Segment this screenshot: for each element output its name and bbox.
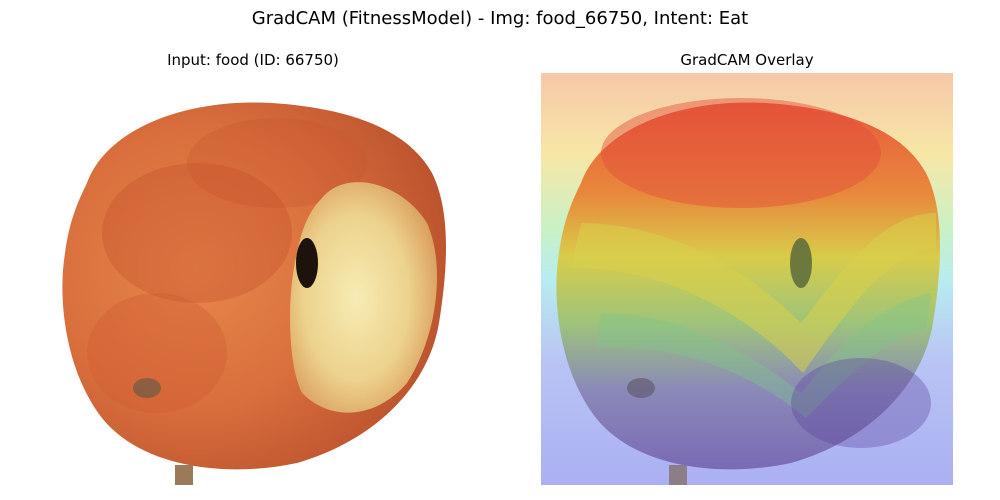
stem bbox=[175, 465, 193, 485]
input-image bbox=[47, 73, 459, 485]
overlay-photo bbox=[541, 73, 953, 485]
peach-flesh bbox=[290, 182, 438, 413]
gradcam-overlay-image bbox=[541, 73, 953, 485]
pit-hole bbox=[296, 238, 318, 288]
overlay-image-title: GradCAM Overlay bbox=[680, 51, 814, 69]
high-activation-region bbox=[601, 98, 881, 208]
peach-photo bbox=[47, 73, 459, 485]
overlay-stem bbox=[669, 465, 687, 485]
overlay-pit-hole bbox=[790, 238, 812, 288]
input-image-title: Input: food (ID: 66750) bbox=[167, 51, 339, 69]
figure-title: GradCAM (FitnessModel) - Img: food_66750… bbox=[251, 8, 749, 29]
